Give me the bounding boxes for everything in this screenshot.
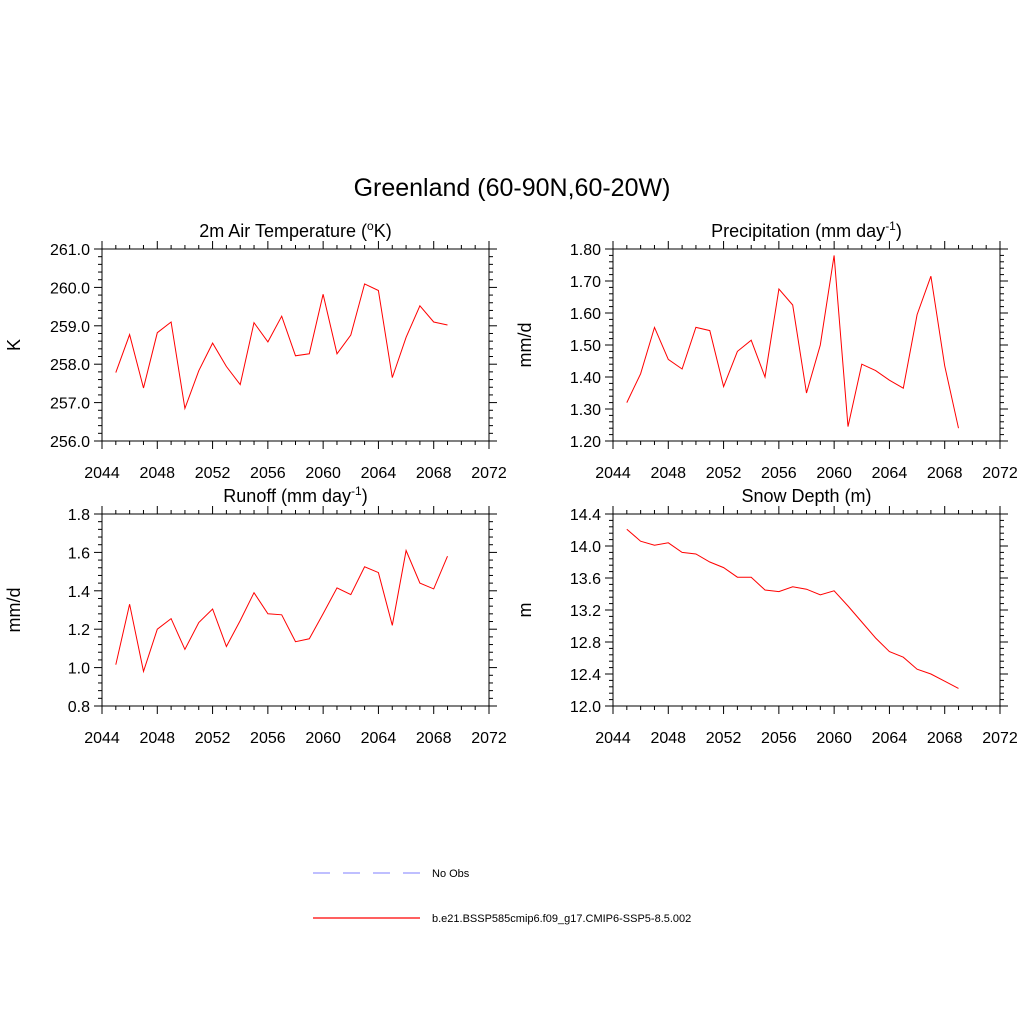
x-tick-label: 2072	[982, 465, 1018, 482]
y-tick-label: 1.2	[68, 622, 90, 639]
legend-entry-1: No Obs	[313, 868, 470, 880]
x-tick-label: 2044	[84, 730, 120, 747]
panel-title-superscript: -1	[885, 219, 896, 233]
x-tick-label: 2068	[927, 730, 963, 747]
panels: 2m Air Temperature (oK) K 2044 2048 2052 2056…	[4, 219, 1018, 747]
y-tick-label: 0.8	[68, 699, 90, 716]
x-tick-label: 2068	[416, 465, 452, 482]
y-tick-label: 14.0	[570, 539, 601, 556]
x-tick-label: 2052	[706, 465, 742, 482]
panel-title-text: Snow Depth (m)	[741, 486, 871, 506]
x-tick-label: 2048	[650, 465, 686, 482]
y-tick-label: 1.4	[68, 584, 90, 601]
legend-label: b.e21.BSSP585cmip6.f09_g17.CMIP6-SSP5-8.…	[432, 913, 691, 925]
panel-title: 2m Air Temperature (oK)	[199, 219, 391, 241]
x-tick-label: 2052	[706, 730, 742, 747]
y-tick-label: 1.80	[570, 242, 601, 259]
panel-1: 2m Air Temperature (oK) K 2044 2048 2052 2056…	[4, 219, 507, 482]
panel-title: Precipitation (mm day-1)	[711, 219, 902, 241]
plot-frame	[101, 513, 490, 707]
x-tick-label: 2056	[761, 730, 797, 747]
y-tick-label: 1.50	[570, 338, 601, 355]
y-tick-label: 13.6	[570, 571, 601, 588]
y-axis-label: mm/d	[4, 588, 24, 633]
y-tick-label: 261.0	[50, 242, 90, 259]
x-tick-label: 2044	[595, 465, 631, 482]
x-tick-label: 2064	[872, 730, 908, 747]
y-tick-label: 1.6	[68, 545, 90, 562]
panel-title-suffix: )	[362, 486, 368, 506]
series-line-1	[626, 528, 959, 689]
panel-title: Snow Depth (m)	[741, 486, 871, 506]
panel-4: Snow Depth (m) m 2044 2048 2052 2056 2060 2064 2…	[515, 486, 1018, 747]
y-tick-label: 259.0	[50, 319, 90, 336]
y-axis-label: m	[515, 603, 535, 618]
x-tick-label: 2044	[84, 465, 120, 482]
series-line-1	[626, 255, 959, 429]
panel-title: Runoff (mm day-1)	[223, 484, 367, 506]
series-line-1	[115, 548, 448, 674]
y-tick-label: 14.4	[570, 507, 601, 524]
y-tick-label: 12.8	[570, 635, 601, 652]
y-tick-label: 258.0	[50, 357, 90, 374]
plot-frame	[101, 248, 490, 442]
x-tick-label: 2068	[927, 465, 963, 482]
y-tick-label: 12.0	[570, 699, 601, 716]
panel-3: Runoff (mm day-1) mm/d 2044 2048 2052 2056 206…	[4, 484, 507, 747]
panel-2: Precipitation (mm day-1) mm/d 2044 2048 2052…	[515, 219, 1018, 482]
legend: No Obs b.e21.BSSP585cmip6.f09_g17.CMIP6-S…	[313, 868, 691, 925]
x-tick-label: 2064	[361, 730, 397, 747]
panel-title-text: Runoff (mm day	[223, 486, 351, 506]
x-tick-label: 2068	[416, 730, 452, 747]
y-tick-label: 1.30	[570, 402, 601, 419]
y-tick-label: 1.20	[570, 434, 601, 451]
x-tick-label: 2056	[761, 465, 797, 482]
x-tick-label: 2060	[816, 730, 852, 747]
y-tick-label: 1.0	[68, 661, 90, 678]
legend-entry-2: b.e21.BSSP585cmip6.f09_g17.CMIP6-SSP5-8.…	[313, 913, 691, 925]
x-tick-label: 2064	[361, 465, 397, 482]
series-line-1	[115, 283, 448, 411]
y-tick-label: 13.2	[570, 603, 601, 620]
x-tick-label: 2072	[982, 730, 1018, 747]
x-tick-label: 2052	[195, 730, 231, 747]
y-tick-label: 1.40	[570, 370, 601, 387]
x-tick-label: 2056	[250, 730, 286, 747]
plot-frame	[612, 513, 1001, 707]
y-axis-label: mm/d	[515, 323, 535, 368]
x-tick-label: 2044	[595, 730, 631, 747]
y-tick-label: 256.0	[50, 434, 90, 451]
panel-title-superscript: -1	[351, 484, 362, 498]
x-tick-label: 2048	[650, 730, 686, 747]
y-tick-label: 1.8	[68, 507, 90, 524]
x-tick-label: 2048	[139, 730, 175, 747]
x-tick-label: 2060	[305, 465, 341, 482]
panel-title-suffix: K)	[374, 221, 392, 241]
y-tick-label: 257.0	[50, 396, 90, 413]
x-tick-label: 2072	[471, 465, 507, 482]
x-tick-label: 2048	[139, 465, 175, 482]
x-tick-label: 2060	[816, 465, 852, 482]
panel-title-superscript: o	[367, 219, 374, 233]
x-tick-label: 2060	[305, 730, 341, 747]
x-tick-label: 2064	[872, 465, 908, 482]
x-tick-label: 2072	[471, 730, 507, 747]
figure-title: Greenland (60-90N,60-20W)	[354, 174, 671, 202]
x-tick-label: 2052	[195, 465, 231, 482]
panel-title-text: Precipitation (mm day	[711, 221, 885, 241]
legend-label: No Obs	[432, 868, 470, 880]
y-axis-label: K	[4, 339, 24, 351]
y-tick-label: 260.0	[50, 280, 90, 297]
y-tick-label: 12.4	[570, 667, 601, 684]
panel-title-text: 2m Air Temperature (	[199, 221, 367, 241]
y-tick-label: 1.70	[570, 274, 601, 291]
y-tick-label: 1.60	[570, 306, 601, 323]
panel-title-suffix: )	[896, 221, 902, 241]
x-tick-label: 2056	[250, 465, 286, 482]
